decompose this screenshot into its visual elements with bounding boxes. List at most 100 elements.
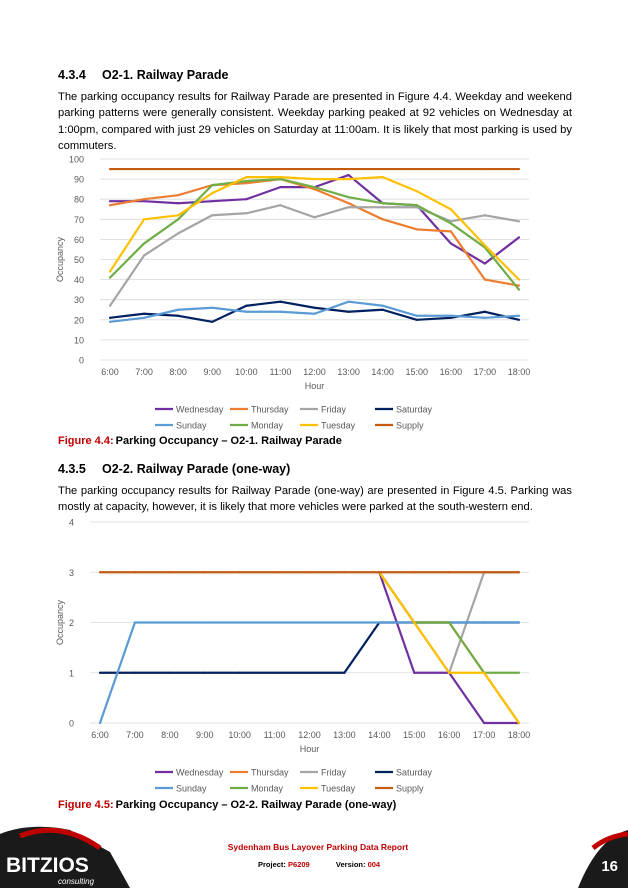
data-point-thursday <box>142 198 146 201</box>
y-axis-label: Occupancy <box>55 599 65 645</box>
data-point-saturday <box>108 316 112 319</box>
data-point-supply <box>108 167 112 171</box>
y-axis-label: Occupancy <box>55 236 65 282</box>
data-point-monday <box>517 288 521 291</box>
data-point-monday <box>245 180 248 183</box>
figure-caption-2: Figure 4.5: Parking Occupancy – O2-2. Rai… <box>58 799 396 811</box>
x-tick-label: 8:00 <box>169 367 187 377</box>
data-point-thursday <box>313 188 316 191</box>
data-point-thursday <box>449 230 452 233</box>
data-point-monday <box>279 178 282 181</box>
data-point-supply <box>308 571 311 574</box>
section-title: O2-1. Railway Parade <box>102 68 229 82</box>
legend-entry-monday: Monday <box>251 784 284 794</box>
data-point-thursday <box>381 218 384 221</box>
data-point-supply <box>378 571 381 574</box>
x-tick-label: 15:00 <box>405 367 428 377</box>
y-tick-label: 30 <box>74 295 84 305</box>
legend-entry-friday: Friday <box>321 405 347 415</box>
data-point-sunday <box>381 304 384 307</box>
x-axis-label: Hour <box>300 744 320 754</box>
data-point-saturday <box>203 671 206 674</box>
legend-entry-sunday: Sunday <box>176 421 207 431</box>
data-point-sunday <box>449 314 452 317</box>
data-point-sunday <box>203 621 206 624</box>
data-point-wednesday <box>413 671 416 674</box>
data-point-friday <box>279 204 282 207</box>
y-tick-label: 20 <box>74 315 84 325</box>
data-point-saturday <box>133 671 137 674</box>
y-tick-label: 1 <box>69 668 74 678</box>
data-point-monday <box>448 621 451 624</box>
series-line-tuesday <box>378 571 520 724</box>
data-point-supply <box>413 571 416 574</box>
data-point-supply <box>517 571 521 574</box>
x-tick-label: 15:00 <box>403 730 426 740</box>
logo-subtext: consulting <box>58 877 95 886</box>
data-point-wednesday <box>108 200 112 203</box>
data-point-sunday <box>483 316 487 319</box>
data-point-tuesday <box>313 178 316 181</box>
x-tick-label: 11:00 <box>269 367 291 377</box>
data-point-monday <box>211 184 214 187</box>
data-point-supply <box>142 167 146 171</box>
data-point-tuesday <box>108 270 112 273</box>
legend-entry-wednesday: Wednesday <box>176 405 224 415</box>
project-label: Project: <box>258 860 286 869</box>
x-tick-label: 12:00 <box>298 730 321 740</box>
section-number: 4.3.5 <box>58 462 86 476</box>
x-tick-label: 8:00 <box>161 730 179 740</box>
data-point-supply <box>273 571 276 574</box>
x-tick-label: 7:00 <box>135 367 153 377</box>
legend-entry-thursday: Thursday <box>251 768 289 778</box>
data-point-thursday <box>347 202 350 205</box>
data-point-monday <box>347 196 350 199</box>
data-point-saturday <box>245 304 248 307</box>
series-line-thursday <box>109 178 520 287</box>
data-point-supply <box>245 167 248 171</box>
data-point-monday <box>415 204 418 207</box>
figure-label: Figure 4.5: <box>58 799 114 811</box>
data-point-saturday <box>238 671 241 674</box>
x-tick-label: 14:00 <box>368 730 391 740</box>
data-point-sunday <box>177 308 180 311</box>
figure-label: Figure 4.4: <box>58 435 114 447</box>
data-point-friday <box>483 214 487 217</box>
data-point-saturday <box>343 671 346 674</box>
data-point-supply <box>449 167 452 171</box>
data-point-sunday <box>273 621 276 624</box>
data-point-supply <box>203 571 206 574</box>
data-point-sunday <box>313 312 316 315</box>
data-point-saturday <box>313 306 316 309</box>
data-point-tuesday <box>177 214 180 217</box>
data-point-wednesday <box>449 242 452 245</box>
legend-entry-tuesday: Tuesday <box>321 421 356 431</box>
data-point-friday <box>108 304 112 307</box>
data-point-saturday <box>517 318 521 321</box>
data-point-supply <box>381 167 384 171</box>
figure-caption-text: Parking Occupancy – O2-1. Railway Parade <box>115 435 342 447</box>
y-tick-label: 60 <box>74 235 84 245</box>
y-tick-label: 0 <box>69 719 74 729</box>
data-point-supply <box>415 167 418 171</box>
x-tick-label: 17:00 <box>473 730 496 740</box>
section-paragraph-2: The parking occupancy results for Railwa… <box>58 485 572 514</box>
data-point-saturday <box>168 671 171 674</box>
data-point-thursday <box>415 228 418 231</box>
project-info: Project: P6209 Version: 004 <box>258 860 380 869</box>
logo-text: BITZIOS <box>6 854 89 877</box>
data-point-saturday <box>279 300 282 303</box>
legend-entry-thursday: Thursday <box>251 405 289 415</box>
x-tick-label: 18:00 <box>508 730 531 740</box>
version-label: Version: <box>335 860 366 869</box>
legend-entry-wednesday: Wednesday <box>176 768 224 778</box>
data-point-sunday <box>168 621 171 624</box>
data-point-tuesday <box>245 175 248 179</box>
data-point-supply <box>347 167 350 171</box>
data-point-tuesday <box>381 175 384 179</box>
y-tick-label: 3 <box>69 568 74 578</box>
legend-entry-friday: Friday <box>321 768 347 778</box>
data-point-monday <box>142 242 146 245</box>
data-point-supply <box>343 571 346 574</box>
data-point-friday <box>313 216 316 219</box>
